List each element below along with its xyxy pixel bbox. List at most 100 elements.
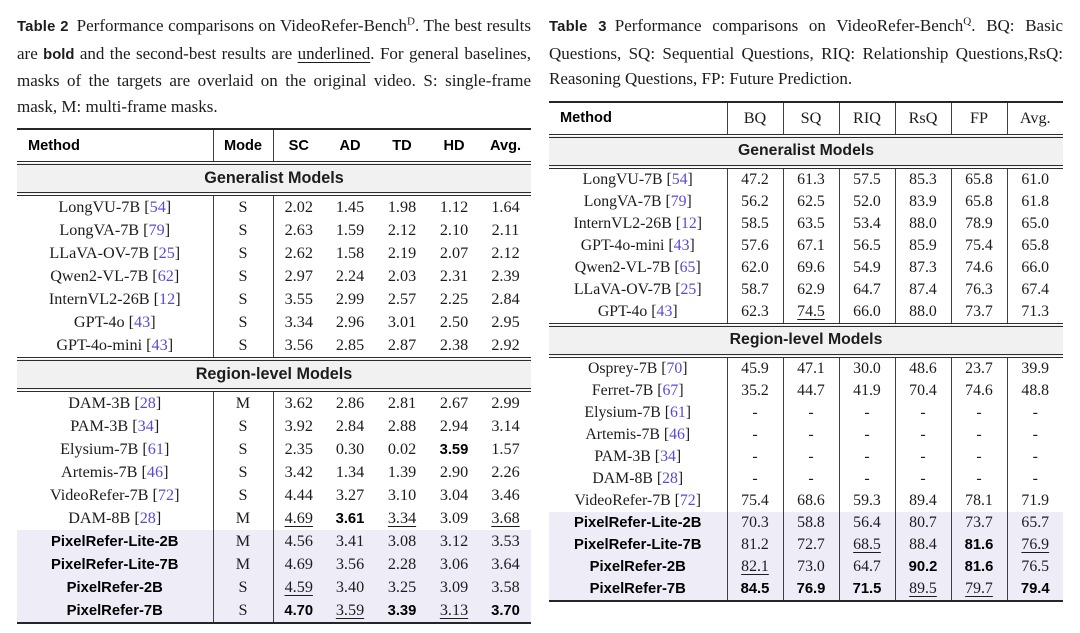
citation-link[interactable]: 43 [151,336,168,354]
citation-bracket: ] [684,425,691,443]
citation-bracket: ] [685,403,692,421]
method-cell: VideoRefer-7B [72] [17,484,214,507]
value-cell: 3.62 [284,394,313,412]
citation: [72] [671,492,701,509]
citation-bracket: [ [662,170,672,188]
citation: [70] [657,360,687,377]
value-cell: 2.25 [439,290,469,308]
method-name: PixelRefer-Lite-7B [574,536,702,553]
citation-bracket: ] [695,491,701,509]
value-cell: 2.87 [387,336,417,354]
value-cell: 3.68 [480,507,531,530]
value-cell: - [951,401,1008,424]
citation-bracket: ] [150,313,156,331]
value-cell: 2.96 [335,313,365,331]
citation: [54] [140,198,171,216]
second-best-value: 82.1 [741,557,769,575]
column-header-mode: Mode [213,129,274,165]
value-cell: - [895,445,952,468]
citation-bracket: ] [686,192,692,210]
citation-link[interactable]: 54 [671,170,688,188]
citation-link[interactable]: 43 [656,302,673,320]
citation-link[interactable]: 61 [147,440,164,458]
table-row: PixelRefer-Lite-7B M 4.69 3.56 2.28 3.06 3.64 [17,553,531,576]
citation-link[interactable]: 61 [670,403,686,421]
method-cell: LongVA-7B [79] [17,219,214,242]
best-value: 3.61 [335,511,365,527]
citation-link[interactable]: 12 [159,290,176,308]
value-cell: 2.88 [387,417,417,435]
value-cell: 67.1 [783,234,840,257]
citation-link[interactable]: 65 [679,258,696,276]
value-cell: 3.92 [284,417,313,435]
method-name: GPT-4o [73,313,125,331]
mode-cell: S [213,576,274,599]
citation: [67] [653,382,683,399]
citation: [34] [651,448,681,465]
mode-cell: S [213,484,274,507]
value-cell: 44.7 [783,379,840,402]
value-cell: 68.6 [783,489,840,512]
second-best-value: 4.69 [284,509,313,527]
value-cell: 4.70 [273,599,324,623]
citation-link[interactable]: 28 [139,509,156,527]
value-cell: 88.0 [895,212,952,235]
mode-cell: M [213,390,274,415]
table-row: LLaVA-OV-7B [25] 58.7 62.9 64.7 87.4 76.3 67.4 [549,278,1063,301]
citation-link[interactable]: 67 [662,381,679,399]
citation-link[interactable]: 34 [137,417,154,435]
value-cell: - [1032,403,1038,421]
value-cell: 4.69 [273,507,324,530]
mode-cell: S [213,311,274,334]
column-header-hd: HD [428,129,480,165]
value-cell: 1.64 [491,198,520,216]
citation-link[interactable]: 46 [146,463,164,481]
citation-link[interactable]: 70 [666,359,683,377]
value-cell: - [895,401,952,424]
method-cell: LongVA-7B [79] [549,190,728,213]
citation-link[interactable]: 79 [148,221,165,239]
value-cell: 81.6 [951,555,1008,578]
citation-link[interactable]: 79 [670,192,687,210]
method-cell: LLaVA-OV-7B [25] [549,278,728,301]
value-cell: - [783,445,840,468]
citation-link[interactable]: 28 [662,469,678,487]
method-name: VideoRefer-7B [49,486,149,504]
value-cell: 59.3 [839,489,896,512]
value-cell: 3.41 [335,532,365,550]
citation-bracket: ] [174,486,180,504]
value-cell: 64.7 [839,555,896,578]
value-cell: 4.59 [273,576,324,599]
method-name: GPT-4o-mini [580,236,665,254]
value-cell: 69.6 [783,256,840,279]
citation-link[interactable]: 12 [680,214,697,232]
mode-cell: S [213,242,274,265]
caption-superscript: Q [963,15,972,28]
citation-link[interactable]: 62 [157,267,174,285]
table-row: Elysium-7B [61] - - - - - - [549,401,1063,424]
value-cell: 2.90 [439,463,469,481]
citation-bracket: [ [653,381,663,399]
citation-link[interactable]: 25 [158,244,175,262]
citation-link[interactable]: 34 [660,447,676,465]
citation: [25] [671,281,701,298]
value-cell: 2.97 [284,267,313,285]
citation-link[interactable]: 54 [149,198,166,216]
method-name: DAM-3B [68,394,131,412]
citation-bracket: [ [149,244,159,262]
citation-link[interactable]: 43 [673,236,690,254]
value-cell: 3.34 [376,507,428,530]
citation-link[interactable]: 46 [669,425,685,443]
citation: [62] [148,267,179,285]
value-cell: 90.2 [895,555,952,578]
method-cell: PixelRefer-2B [17,576,214,599]
citation-link[interactable]: 72 [157,486,175,504]
citation-link[interactable]: 25 [680,280,697,298]
citation-link[interactable]: 43 [134,313,151,331]
citation-link[interactable]: 72 [679,491,696,509]
citation: [79] [139,221,170,239]
value-cell: 74.6 [951,379,1008,402]
value-cell: 3.34 [284,313,313,331]
value-cell: 3.59 [428,438,480,461]
citation-link[interactable]: 28 [139,394,156,412]
